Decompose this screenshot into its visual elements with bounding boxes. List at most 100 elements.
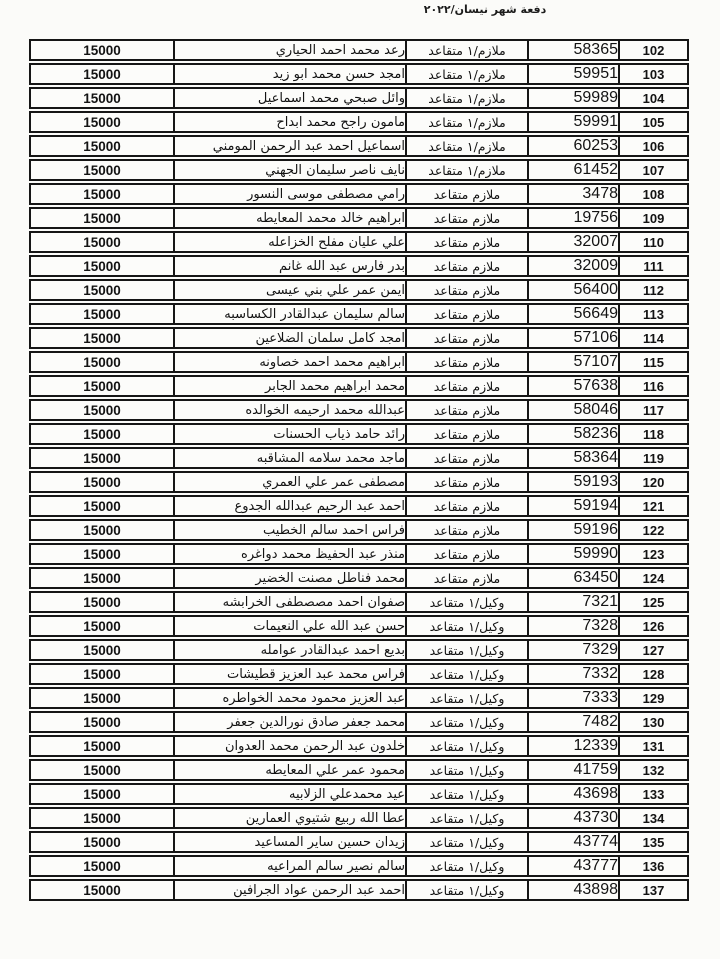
name-cell: صفوان احمد مصصطفى الخرابشه <box>175 591 407 613</box>
name-cell: رائد حامد ذياب الحسنات <box>175 423 407 445</box>
table-row: 15000 ابراهيم خالد محمد المعايطه ملازم م… <box>29 207 689 229</box>
service-number-cell: 59991 <box>529 111 620 133</box>
row-number-cell: 121 <box>620 495 689 517</box>
rank-cell: وكيل/١ متقاعد <box>407 591 529 613</box>
row-number-cell: 115 <box>620 351 689 373</box>
amount-cell: 15000 <box>29 279 175 301</box>
service-number-cell: 59951 <box>529 63 620 85</box>
row-number-cell: 111 <box>620 255 689 277</box>
rank-cell: ملازم متقاعد <box>407 327 529 349</box>
service-number-cell: 7482 <box>529 711 620 733</box>
row-number-cell: 104 <box>620 87 689 109</box>
amount-cell: 15000 <box>29 879 175 901</box>
row-number-cell: 105 <box>620 111 689 133</box>
service-number-cell: 58236 <box>529 423 620 445</box>
amount-cell: 15000 <box>29 447 175 469</box>
name-cell: اسماعيل احمد عبد الرحمن المومني <box>175 135 407 157</box>
rank-cell: وكيل/١ متقاعد <box>407 639 529 661</box>
service-number-cell: 7329 <box>529 639 620 661</box>
name-cell: امجد كامل سلمان الضلاعين <box>175 327 407 349</box>
amount-cell: 15000 <box>29 471 175 493</box>
rank-cell: وكيل/١ متقاعد <box>407 831 529 853</box>
table-row: 15000 رعد محمد احمد الحياري ملازم/١ متقا… <box>29 39 689 61</box>
amount-cell: 15000 <box>29 39 175 61</box>
table-row: 15000 مصطفى عمر علي العمري ملازم متقاعد … <box>29 471 689 493</box>
table-row: 15000 عيد محمدعلي الزلابيه وكيل/١ متقاعد… <box>29 783 689 805</box>
row-number-cell: 107 <box>620 159 689 181</box>
service-number-cell: 7321 <box>529 591 620 613</box>
service-number-cell: 32007 <box>529 231 620 253</box>
amount-cell: 15000 <box>29 111 175 133</box>
amount-cell: 15000 <box>29 807 175 829</box>
table-row: 15000 ماجد محمد سلامه المشاقبه ملازم متق… <box>29 447 689 469</box>
table-row: 15000 خلدون عبد الرحمن محمد العدوان وكيل… <box>29 735 689 757</box>
row-number-cell: 126 <box>620 615 689 637</box>
rank-cell: ملازم متقاعد <box>407 183 529 205</box>
service-number-cell: 59989 <box>529 87 620 109</box>
name-cell: منذر عبد الحفيظ محمد دواغره <box>175 543 407 565</box>
amount-cell: 15000 <box>29 303 175 325</box>
name-cell: محمد جعفر صادق نورالدين جعفر <box>175 711 407 733</box>
amount-cell: 15000 <box>29 327 175 349</box>
rank-cell: ملازم متقاعد <box>407 471 529 493</box>
service-number-cell: 57638 <box>529 375 620 397</box>
name-cell: ابراهيم محمد احمد خصاونه <box>175 351 407 373</box>
amount-cell: 15000 <box>29 783 175 805</box>
service-number-cell: 43777 <box>529 855 620 877</box>
rank-cell: ملازم/١ متقاعد <box>407 111 529 133</box>
service-number-cell: 60253 <box>529 135 620 157</box>
service-number-cell: 58364 <box>529 447 620 469</box>
rank-cell: ملازم متقاعد <box>407 279 529 301</box>
rank-cell: ملازم/١ متقاعد <box>407 39 529 61</box>
name-cell: حسن عبد الله علي النعيمات <box>175 615 407 637</box>
row-number-cell: 106 <box>620 135 689 157</box>
row-number-cell: 112 <box>620 279 689 301</box>
service-number-cell: 43730 <box>529 807 620 829</box>
name-cell: عبدالله محمد ارحيمه الخوالده <box>175 399 407 421</box>
row-number-cell: 119 <box>620 447 689 469</box>
row-number-cell: 135 <box>620 831 689 853</box>
row-number-cell: 130 <box>620 711 689 733</box>
amount-cell: 15000 <box>29 831 175 853</box>
rank-cell: ملازم/١ متقاعد <box>407 135 529 157</box>
service-number-cell: 7328 <box>529 615 620 637</box>
row-number-cell: 110 <box>620 231 689 253</box>
row-number-cell: 132 <box>620 759 689 781</box>
table-row: 15000 سالم سليمان عبدالقادر الكساسبه ملا… <box>29 303 689 325</box>
payroll-table-body: 15000 رعد محمد احمد الحياري ملازم/١ متقا… <box>29 39 689 901</box>
rank-cell: ملازم متقاعد <box>407 519 529 541</box>
payroll-table: 15000 رعد محمد احمد الحياري ملازم/١ متقا… <box>29 37 689 903</box>
rank-cell: ملازم متقاعد <box>407 303 529 325</box>
rank-cell: وكيل/١ متقاعد <box>407 663 529 685</box>
table-row: 15000 سالم نصير سالم المراعيه وكيل/١ متق… <box>29 855 689 877</box>
service-number-cell: 56649 <box>529 303 620 325</box>
name-cell: بديع احمد عبدالقادر عوامله <box>175 639 407 661</box>
service-number-cell: 43698 <box>529 783 620 805</box>
service-number-cell: 59193 <box>529 471 620 493</box>
row-number-cell: 118 <box>620 423 689 445</box>
amount-cell: 15000 <box>29 63 175 85</box>
name-cell: ايمن عمر علي بني عيسى <box>175 279 407 301</box>
table-row: 15000 فراس احمد سالم الخطيب ملازم متقاعد… <box>29 519 689 541</box>
row-number-cell: 134 <box>620 807 689 829</box>
amount-cell: 15000 <box>29 855 175 877</box>
table-row: 15000 بديع احمد عبدالقادر عوامله وكيل/١ … <box>29 639 689 661</box>
rank-cell: وكيل/١ متقاعد <box>407 711 529 733</box>
rank-cell: وكيل/١ متقاعد <box>407 759 529 781</box>
row-number-cell: 117 <box>620 399 689 421</box>
amount-cell: 15000 <box>29 183 175 205</box>
row-number-cell: 128 <box>620 663 689 685</box>
row-number-cell: 116 <box>620 375 689 397</box>
amount-cell: 15000 <box>29 615 175 637</box>
table-row: 15000 عبدالله محمد ارحيمه الخوالده ملازم… <box>29 399 689 421</box>
amount-cell: 15000 <box>29 255 175 277</box>
amount-cell: 15000 <box>29 735 175 757</box>
service-number-cell: 7332 <box>529 663 620 685</box>
row-number-cell: 133 <box>620 783 689 805</box>
service-number-cell: 59194 <box>529 495 620 517</box>
service-number-cell: 7333 <box>529 687 620 709</box>
rank-cell: ملازم/١ متقاعد <box>407 87 529 109</box>
service-number-cell: 57107 <box>529 351 620 373</box>
table-row: 15000 محمد جعفر صادق نورالدين جعفر وكيل/… <box>29 711 689 733</box>
name-cell: سالم سليمان عبدالقادر الكساسبه <box>175 303 407 325</box>
